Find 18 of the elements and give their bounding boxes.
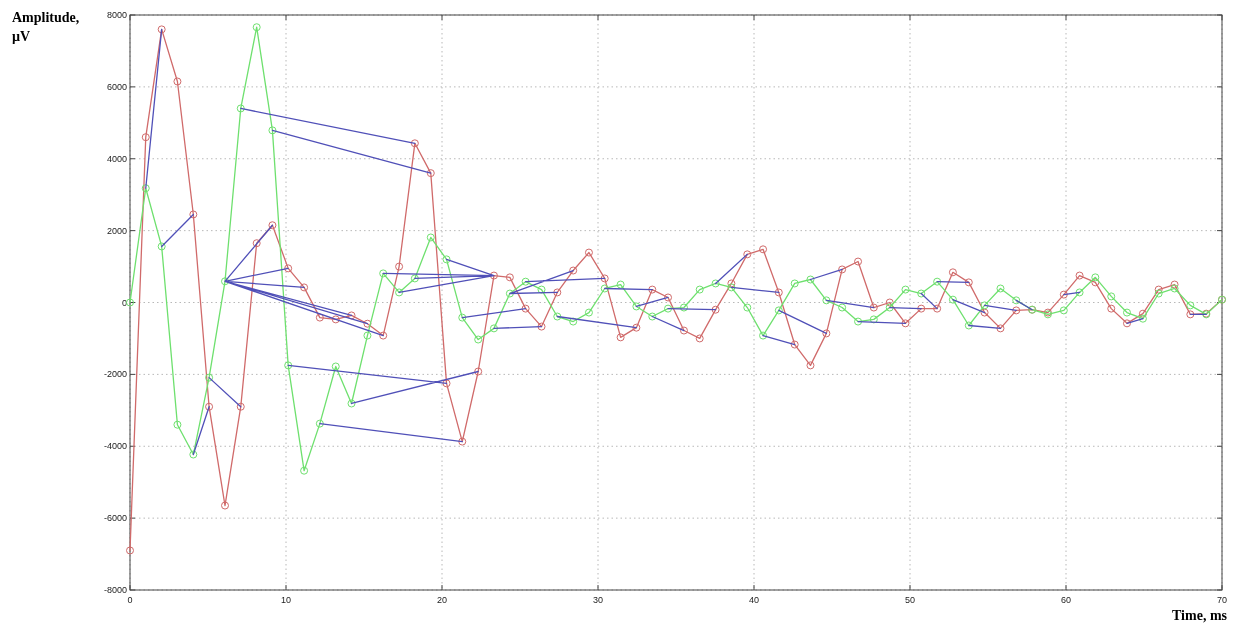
x-axis-title: Time, ms <box>1172 608 1228 623</box>
y-tick-label: -2000 <box>103 369 127 380</box>
x-tick-label: 10 <box>280 595 292 605</box>
x-tick-label: 30 <box>592 595 604 605</box>
x-tick-label: 20 <box>436 595 448 605</box>
y-tick-label: 8000 <box>106 10 127 20</box>
x-tick-label: 50 <box>904 595 916 605</box>
y-axis-title: Amplitude, µV <box>12 10 80 44</box>
y-tick-label: 0 <box>121 297 127 308</box>
x-tick-label: 70 <box>1216 595 1228 605</box>
y-tick-label: 2000 <box>106 225 127 236</box>
y-tick-label: 6000 <box>106 81 127 92</box>
y-tick-label: 4000 <box>106 153 127 164</box>
y-tick-label: -6000 <box>103 513 127 524</box>
y-tick-label: -8000 <box>103 585 127 595</box>
y-tick-label: -4000 <box>103 441 127 452</box>
x-tick-label: 60 <box>1060 595 1072 605</box>
x-tick-label: 40 <box>748 595 760 605</box>
